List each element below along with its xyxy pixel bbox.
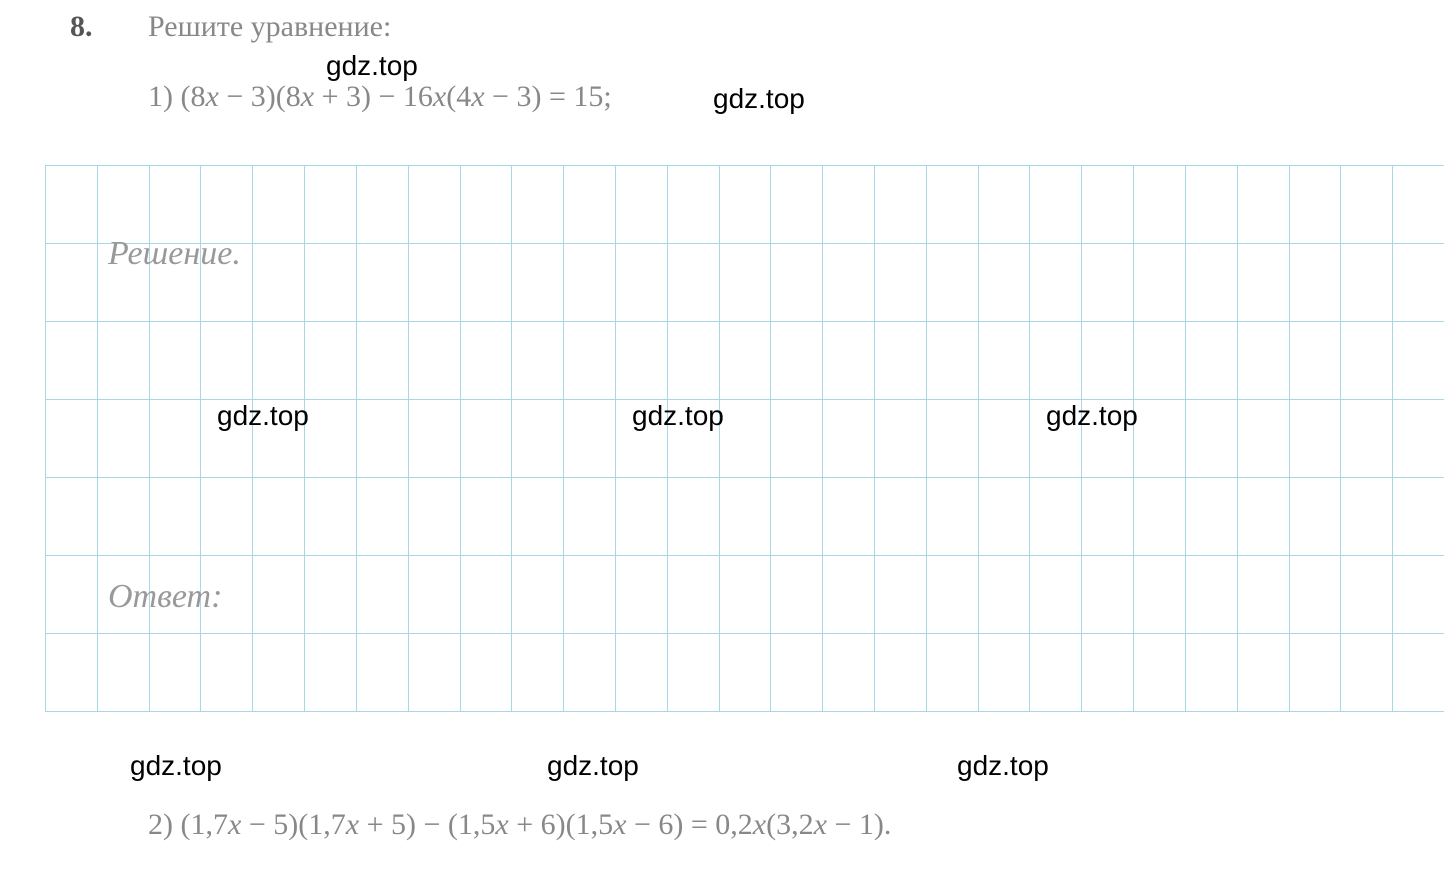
eq1-p3: + 3) − 16 — [314, 80, 433, 113]
problem-text: Решите уравнение: — [148, 10, 391, 44]
eq1-x4: x — [471, 80, 484, 113]
grid-table — [45, 165, 1444, 712]
watermark-bot-center: gdz.top — [547, 750, 639, 782]
eq2-x3: x — [495, 808, 508, 841]
equation-2: 2) (1,7x − 5)(1,7x + 5) − (1,5x + 6)(1,5… — [148, 808, 891, 842]
eq2-x4: x — [613, 808, 626, 841]
eq1-x2: x — [301, 80, 314, 113]
eq2-label: 2) — [148, 808, 181, 841]
equation-1: 1) (8x − 3)(8x + 3) − 16x(4x − 3) = 15; — [148, 80, 612, 114]
eq1-p4: (4 — [446, 80, 471, 113]
eq1-label: 1) — [148, 80, 181, 113]
answer-label: Ответ: — [108, 578, 222, 616]
eq2-p4: + 6)(1,5 — [509, 808, 613, 841]
solution-label: Решение. — [108, 235, 241, 273]
eq1-x3: x — [433, 80, 446, 113]
eq2-p1: (1,7 — [181, 808, 229, 841]
watermark-bot-right: gdz.top — [957, 750, 1049, 782]
eq1-p2: − 3)(8 — [219, 80, 301, 113]
eq2-x1: x — [228, 808, 241, 841]
watermark-bot-left: gdz.top — [130, 750, 222, 782]
eq2-p7: − 1). — [827, 808, 891, 841]
eq2-p2: − 5)(1,7 — [241, 808, 345, 841]
problem-number: 8. — [70, 10, 148, 44]
watermark-top: gdz.top — [326, 50, 418, 82]
eq2-x6: x — [814, 808, 827, 841]
eq1-p1: (8 — [181, 80, 206, 113]
eq1-p5: − 3) = 15; — [485, 80, 612, 113]
problem-header: 8. Решите уравнение: — [70, 10, 391, 44]
watermark-mid-center: gdz.top — [632, 400, 724, 432]
watermark-eq1: gdz.top — [713, 83, 805, 115]
eq2-x2: x — [346, 808, 359, 841]
eq2-x5: x — [753, 808, 766, 841]
watermark-mid-left: gdz.top — [217, 400, 309, 432]
eq2-p6: (3,2 — [766, 808, 814, 841]
eq2-p5: − 6) = 0,2 — [626, 808, 752, 841]
eq1-x1: x — [206, 80, 219, 113]
eq2-p3: + 5) − (1,5 — [359, 808, 495, 841]
watermark-mid-right: gdz.top — [1046, 400, 1138, 432]
